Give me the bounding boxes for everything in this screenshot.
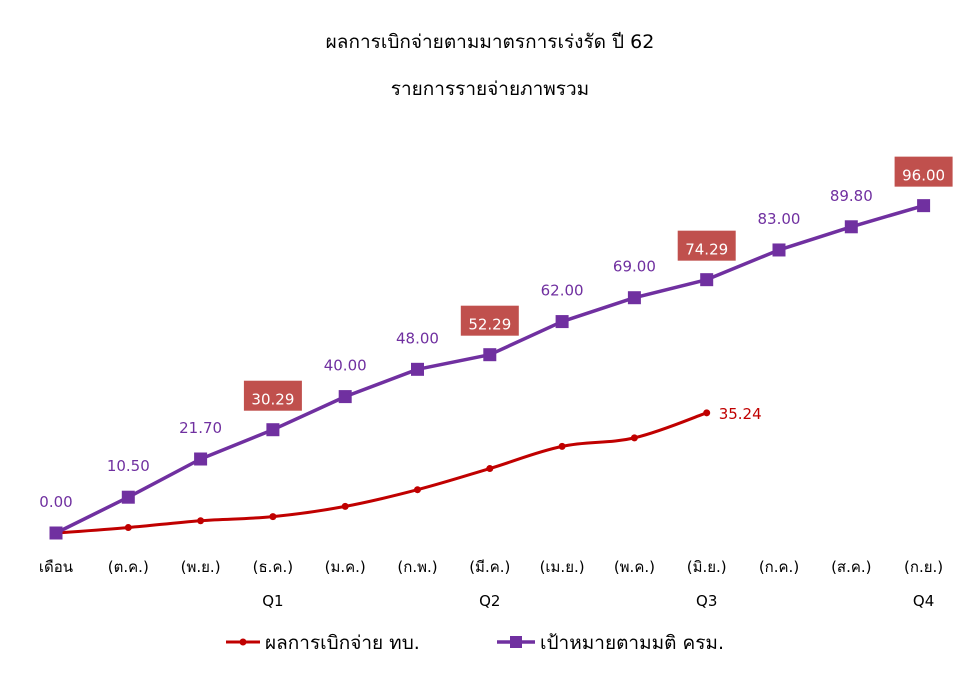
data-point-purple: [266, 423, 280, 437]
series-line-purple: [55, 203, 925, 535]
data-label-purple-highlighted: 96.00: [902, 167, 945, 185]
data-point-purple: [194, 452, 208, 466]
legend-marker-red: [239, 638, 247, 646]
data-point-purple: [700, 273, 714, 287]
x-tick-label: (ก.ค.): [759, 558, 799, 576]
legend-item-red: ผลการเบิกจ่าย ทบ.: [226, 632, 420, 654]
data-point-red: [269, 513, 277, 521]
data-point-red: [341, 502, 349, 510]
data-label-box: [460, 305, 519, 336]
data-label-purple: 89.80: [830, 187, 873, 205]
x-tick-label: (ต.ค.): [108, 558, 149, 576]
data-label-purple: 21.70: [179, 419, 222, 437]
data-point-red: [558, 442, 566, 450]
x-tick-label: (ก.พ.): [397, 558, 437, 576]
data-label-purple: 62.00: [541, 282, 584, 300]
x-tick-label: (พ.ค.): [614, 558, 655, 576]
data-label-purple: 0.00: [39, 493, 72, 511]
data-label-purple: 48.00: [396, 329, 439, 347]
x-axis-labels: เดือน (ต.ค.) (พ.ย.) (ธ.ค.) (ม.ค.) (ก.พ.) (มี.ค…: [39, 558, 943, 610]
chart-title: ผลการเบิกจ่ายตามมาตรการเร่งรัด ปี 62: [326, 31, 655, 53]
data-point-purple: [772, 243, 786, 257]
legend-label-purple: เป้าหมายตามมติ ครม.: [540, 632, 724, 654]
x-tick-label: (มิ.ย.): [687, 558, 727, 576]
x-tick-label: (เม.ย.): [540, 558, 585, 576]
data-label-purple-highlighted: 74.29: [685, 241, 728, 259]
data-point-purple: [844, 220, 858, 234]
data-label-box: [243, 380, 302, 411]
data-label-box: [894, 156, 953, 187]
data-label-purple: 40.00: [324, 357, 367, 375]
data-point-purple: [627, 291, 641, 305]
data-point-purple: [121, 490, 135, 504]
data-label-purple-highlighted: 52.29: [468, 316, 511, 334]
plot-area: 35.24 0.00 10.50 21.70 30.29 40.00 48.00 52.29 6…: [39, 156, 953, 540]
chart-subtitle: รายการรายจ่ายภาพรวม: [391, 78, 589, 100]
data-point-red: [630, 434, 638, 442]
quarter-label: Q3: [696, 592, 717, 610]
data-label-purple: 83.00: [758, 210, 801, 228]
data-point-red: [486, 465, 494, 473]
x-tick-label: (ธ.ค.): [253, 558, 293, 576]
data-point-purple: [917, 199, 931, 213]
x-tick-label: (ม.ค.): [325, 558, 366, 576]
data-label-red: 35.24: [719, 405, 762, 423]
data-label-purple-highlighted: 30.29: [251, 391, 294, 409]
legend-label-red: ผลการเบิกจ่าย ทบ.: [265, 632, 420, 654]
series-line-red: [55, 411, 708, 535]
quarter-label: Q1: [262, 592, 283, 610]
quarter-label: Q2: [479, 592, 500, 610]
x-tick-label: (พ.ย.): [181, 558, 221, 576]
data-point-purple: [555, 315, 569, 329]
data-point-purple: [483, 348, 497, 362]
x-tick-label: (ก.ย.): [904, 558, 943, 576]
data-label-purple: 69.00: [613, 258, 656, 276]
data-point-purple: [49, 526, 63, 540]
x-tick-label: (มี.ค.): [469, 558, 510, 576]
legend: ผลการเบิกจ่าย ทบ. เป้าหมายตามมติ ครม.: [226, 632, 724, 654]
data-label-box: [677, 230, 736, 261]
data-point-red: [124, 524, 132, 532]
x-tick-label: (ส.ค.): [831, 558, 871, 576]
data-point-red: [197, 517, 205, 525]
data-point-red: [414, 486, 421, 494]
legend-marker-purple: [510, 636, 522, 648]
data-point-red: [703, 409, 711, 417]
data-point-purple: [338, 390, 352, 404]
quarter-label: Q4: [913, 592, 934, 610]
data-label-purple: 10.50: [107, 457, 150, 475]
legend-item-purple: เป้าหมายตามมติ ครม.: [497, 632, 724, 654]
data-point-purple: [411, 362, 424, 376]
x-tick-label: เดือน: [39, 558, 73, 576]
